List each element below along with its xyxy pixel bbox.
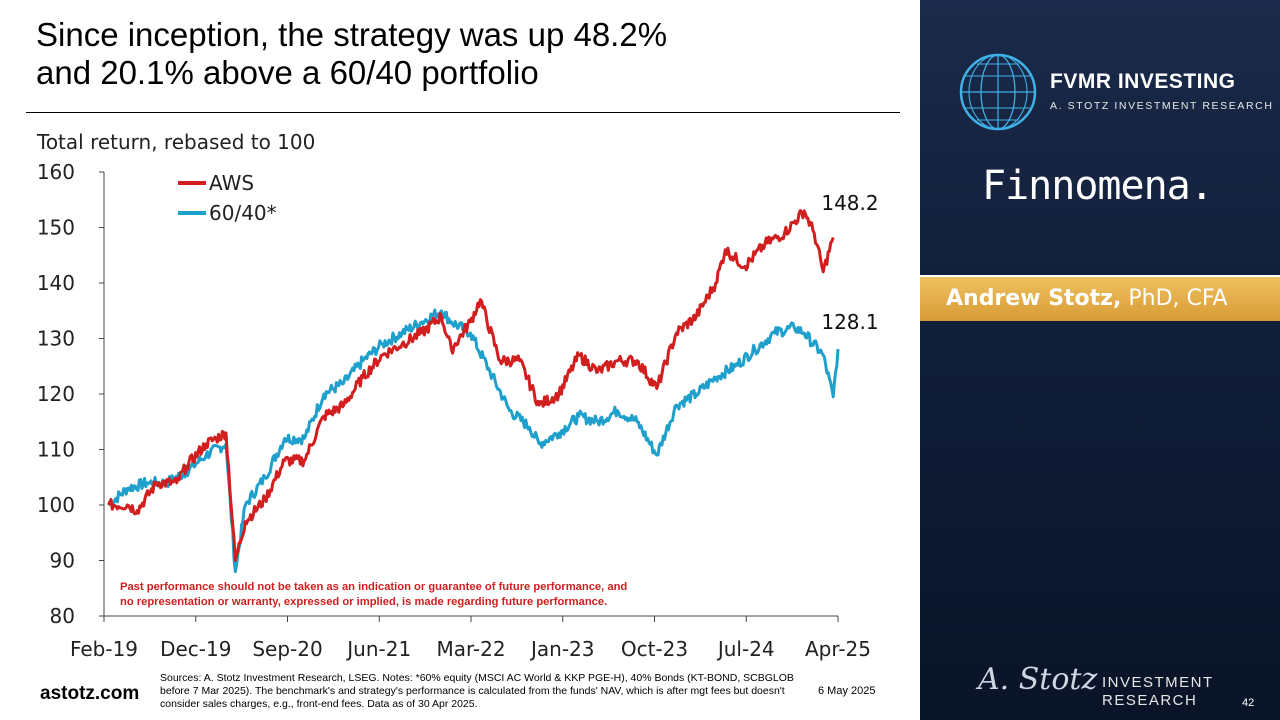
title-line-1: Since inception, the strategy was up 48.… xyxy=(36,16,668,53)
disclaimer: Past performance should not be taken as … xyxy=(120,580,760,610)
slide-date: 6 May 2025 xyxy=(818,685,876,697)
legend-label: 60/40* xyxy=(209,201,277,225)
y-tick-label: 80 xyxy=(50,604,75,628)
x-tick-label: Dec-19 xyxy=(160,637,231,661)
x-tick-label: Feb-19 xyxy=(70,637,138,661)
x-tick-label: Oct-23 xyxy=(621,637,688,661)
legend-label: AWS xyxy=(209,171,254,195)
signature-logo: A. Stotz xyxy=(978,662,1098,697)
end-value-label: 128.1 xyxy=(821,310,878,334)
chart-axes: 80 90 100 110 120 130 140 150 160 Feb-19 Dec-19 Sep… xyxy=(37,160,871,661)
series-line-aws xyxy=(107,209,835,562)
disclaimer-line-2: no representation or warranty, expressed… xyxy=(120,596,608,608)
y-tick-label: 130 xyxy=(37,327,75,351)
disclaimer-line-1: Past performance should not be taken as … xyxy=(120,581,628,593)
title-divider xyxy=(26,112,900,113)
x-tick-label: Apr-25 xyxy=(805,637,871,661)
y-tick-label: 120 xyxy=(37,382,75,406)
end-value-label: 148.2 xyxy=(821,191,878,215)
y-tick-label: 100 xyxy=(37,493,75,517)
author-name: Andrew Stotz, PhD, CFA xyxy=(946,286,1228,311)
slide-title: Since inception, the strategy was up 48.… xyxy=(36,16,896,92)
y-tick-label: 110 xyxy=(37,438,75,462)
chart-series xyxy=(107,209,840,574)
investment-research-label: INVESTMENT RESEARCH xyxy=(1102,674,1214,710)
finnomena-logo: Finnomena. xyxy=(982,163,1214,209)
ir-line-1: INVESTMENT xyxy=(1102,674,1214,691)
content-area: Since inception, the strategy was up 48.… xyxy=(26,16,900,710)
y-axis-title: Total return, rebased to 100 xyxy=(36,130,315,154)
line-chart: Total return, rebased to 100 80 90 100 110 1… xyxy=(36,130,879,661)
title-line-2: and 20.1% above a 60/40 portfolio xyxy=(36,54,539,91)
brand-name: FVMR INVESTING xyxy=(1050,70,1236,93)
globe-icon xyxy=(959,53,1037,131)
x-tick-label: Mar-22 xyxy=(436,637,505,661)
author-banner: Andrew Stotz, PhD, CFA xyxy=(920,275,1280,321)
x-tick-label: Sep-20 xyxy=(252,637,322,661)
x-tick-label: Jan-23 xyxy=(529,637,595,661)
y-tick-label: 90 xyxy=(50,549,75,573)
page-number: 42 xyxy=(1242,697,1255,709)
chart-legend: AWS 60/40* xyxy=(178,171,277,225)
y-tick-label: 150 xyxy=(37,216,75,240)
x-tick-label: Jul-24 xyxy=(716,637,775,661)
y-tick-label: 160 xyxy=(37,160,75,184)
author-banner-fill: Andrew Stotz, PhD, CFA xyxy=(920,277,1280,321)
author-name-bold: Andrew Stotz, xyxy=(946,286,1122,311)
chart-end-labels: 148.2 128.1 xyxy=(821,191,878,334)
brand-sidebar: FVMR INVESTING A. STOTZ INVESTMENT RESEA… xyxy=(920,0,1280,720)
x-tick-label: Jun-21 xyxy=(345,637,411,661)
brand-subtitle: A. STOTZ INVESTMENT RESEARCH xyxy=(1050,100,1274,112)
sources-note: Sources: A. Stotz Investment Research, L… xyxy=(160,672,794,710)
y-tick-label: 140 xyxy=(37,271,75,295)
ir-line-2: RESEARCH xyxy=(1102,692,1198,709)
website-link[interactable]: astotz.com xyxy=(40,683,140,704)
author-credentials: PhD, CFA xyxy=(1121,286,1228,311)
